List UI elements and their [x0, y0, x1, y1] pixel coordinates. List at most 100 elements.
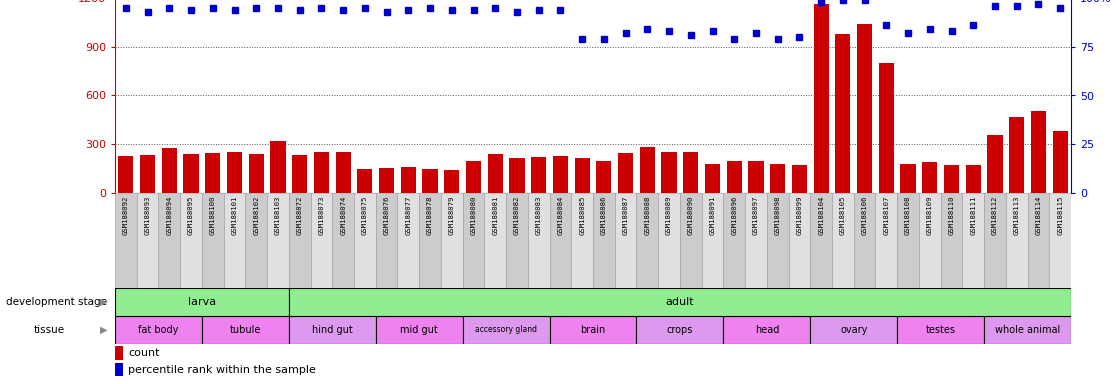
- Text: GSM188108: GSM188108: [905, 196, 911, 235]
- Text: GSM188099: GSM188099: [797, 196, 802, 235]
- Bar: [662, 152, 676, 193]
- Bar: [1031, 111, 1046, 193]
- Bar: [705, 164, 720, 193]
- Text: GSM188106: GSM188106: [862, 196, 867, 235]
- Bar: [962, 193, 984, 288]
- Bar: [463, 316, 549, 344]
- Bar: [397, 193, 420, 288]
- Text: adult: adult: [665, 297, 694, 307]
- Text: GSM188101: GSM188101: [231, 196, 238, 235]
- Bar: [922, 162, 937, 193]
- Text: GSM188107: GSM188107: [884, 196, 889, 235]
- Text: GSM188113: GSM188113: [1013, 196, 1020, 235]
- Bar: [810, 193, 833, 288]
- Bar: [1028, 193, 1049, 288]
- Bar: [770, 164, 786, 193]
- Text: whole animal: whole animal: [995, 325, 1060, 335]
- Bar: [833, 193, 854, 288]
- Text: GSM188074: GSM188074: [340, 196, 346, 235]
- Bar: [723, 193, 745, 288]
- Bar: [552, 156, 568, 193]
- Bar: [531, 157, 547, 193]
- Text: mid gut: mid gut: [401, 325, 439, 335]
- Bar: [118, 156, 134, 193]
- Text: GSM188093: GSM188093: [145, 196, 151, 235]
- Bar: [745, 193, 767, 288]
- Text: GSM188077: GSM188077: [405, 196, 412, 235]
- Bar: [115, 193, 137, 288]
- Bar: [289, 288, 1071, 316]
- Bar: [702, 193, 723, 288]
- Bar: [1049, 193, 1071, 288]
- Text: GSM188075: GSM188075: [362, 196, 368, 235]
- Bar: [596, 161, 612, 193]
- Text: GSM188094: GSM188094: [166, 196, 172, 235]
- Bar: [205, 153, 220, 193]
- Bar: [749, 161, 763, 193]
- Bar: [115, 316, 202, 344]
- Text: GSM188081: GSM188081: [492, 196, 498, 235]
- Bar: [509, 158, 525, 193]
- Text: larva: larva: [187, 297, 217, 307]
- Bar: [941, 193, 962, 288]
- Bar: [336, 152, 350, 193]
- Text: GSM188086: GSM188086: [600, 196, 607, 235]
- Text: development stage: development stage: [6, 297, 107, 307]
- Bar: [289, 193, 310, 288]
- Bar: [984, 193, 1006, 288]
- Bar: [857, 24, 873, 193]
- Bar: [162, 148, 177, 193]
- Text: GSM188072: GSM188072: [297, 196, 302, 235]
- Bar: [767, 193, 789, 288]
- Text: GSM188089: GSM188089: [666, 196, 672, 235]
- Bar: [727, 161, 742, 193]
- Bar: [140, 155, 155, 193]
- Bar: [549, 193, 571, 288]
- Bar: [810, 316, 897, 344]
- Bar: [639, 147, 655, 193]
- Bar: [333, 193, 354, 288]
- Text: GSM188097: GSM188097: [753, 196, 759, 235]
- Bar: [615, 193, 636, 288]
- Bar: [571, 193, 593, 288]
- Text: tubule: tubule: [230, 325, 261, 335]
- Text: testes: testes: [925, 325, 955, 335]
- Text: GSM188114: GSM188114: [1036, 196, 1041, 235]
- Bar: [506, 193, 528, 288]
- Bar: [310, 193, 333, 288]
- Bar: [270, 141, 286, 193]
- Text: percentile rank within the sample: percentile rank within the sample: [128, 364, 316, 374]
- Bar: [289, 316, 376, 344]
- Bar: [984, 316, 1071, 344]
- Bar: [1052, 131, 1068, 193]
- Text: GSM188100: GSM188100: [210, 196, 215, 235]
- Bar: [441, 193, 463, 288]
- Bar: [354, 193, 376, 288]
- Text: GSM188105: GSM188105: [840, 196, 846, 235]
- Bar: [401, 167, 416, 193]
- Bar: [618, 153, 633, 193]
- Bar: [202, 193, 223, 288]
- Text: hind gut: hind gut: [311, 325, 353, 335]
- Text: ovary: ovary: [840, 325, 867, 335]
- Text: accessory gland: accessory gland: [475, 326, 537, 334]
- Text: GSM188091: GSM188091: [710, 196, 715, 235]
- Bar: [183, 154, 199, 193]
- Bar: [115, 288, 289, 316]
- Bar: [575, 158, 589, 193]
- Text: GSM188111: GSM188111: [970, 196, 976, 235]
- Text: GSM188090: GSM188090: [687, 196, 694, 235]
- Bar: [180, 193, 202, 288]
- Bar: [465, 161, 481, 193]
- Text: GSM188088: GSM188088: [644, 196, 651, 235]
- Bar: [878, 63, 894, 193]
- Text: GSM188103: GSM188103: [275, 196, 281, 235]
- Text: GSM188115: GSM188115: [1057, 196, 1064, 235]
- Bar: [484, 193, 506, 288]
- Text: GSM188092: GSM188092: [123, 196, 128, 235]
- Bar: [901, 164, 915, 193]
- Text: crops: crops: [666, 325, 693, 335]
- Bar: [789, 193, 810, 288]
- Bar: [658, 193, 680, 288]
- Bar: [137, 193, 158, 288]
